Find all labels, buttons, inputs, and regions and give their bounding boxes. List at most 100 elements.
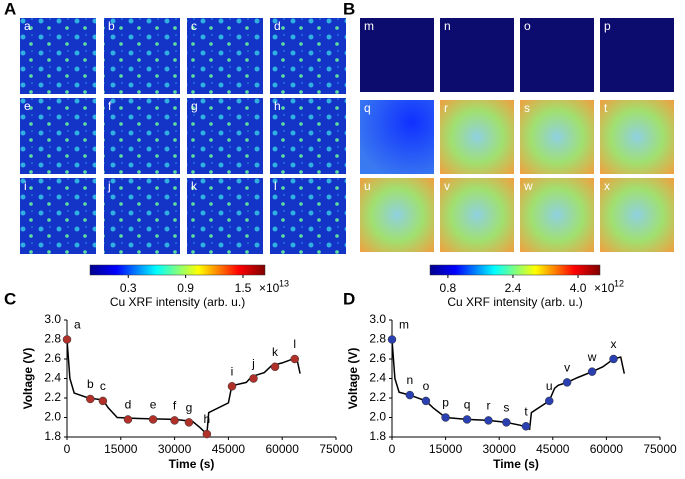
data-point (270, 362, 280, 372)
map-tile (187, 98, 263, 174)
colorbar-tick-label: 0.9 (177, 281, 194, 295)
tile-label: j (107, 179, 111, 193)
colorbar-tick-label: 4.0 (570, 281, 587, 295)
tile-label: g (191, 99, 198, 113)
tile-label: b (108, 19, 115, 33)
tile-label: o (524, 19, 531, 33)
map-tile (600, 100, 674, 174)
tile-label: a (24, 19, 31, 33)
x-tick-label: 45000 (212, 442, 246, 456)
data-point (202, 429, 212, 439)
colorbar (429, 264, 601, 276)
map-tile (360, 18, 434, 92)
y-tick-label: 1.8 (369, 429, 386, 443)
point-label: s (503, 401, 509, 415)
y-tick-label: 2.0 (44, 410, 61, 424)
colorbar-exponent: 13 (279, 278, 289, 288)
point-label: g (186, 401, 193, 415)
map-tile (440, 18, 514, 92)
point-label: o (423, 379, 430, 393)
tile-label: u (364, 179, 371, 193)
tile-label: s (524, 101, 530, 115)
y-tick-label: 2.0 (369, 410, 386, 424)
point-label: v (564, 361, 570, 375)
tile-label: x (604, 179, 610, 193)
data-point (562, 378, 572, 387)
data-point (484, 416, 493, 425)
x-tick-label: 15000 (104, 442, 138, 456)
x-axis-label: Time (s) (493, 457, 539, 471)
point-label: a (74, 318, 81, 332)
y-tick-label: 2.8 (44, 332, 61, 346)
map-tile (20, 98, 96, 174)
map-tile (20, 178, 96, 254)
point-label: i (231, 364, 234, 378)
data-point (98, 396, 108, 406)
point-label: q (464, 398, 471, 412)
tile-label: d (274, 19, 281, 33)
y-tick-label: 3.0 (369, 312, 386, 326)
y-tick-label: 2.4 (44, 371, 61, 385)
data-point (249, 374, 258, 383)
colorbar-multiplier: ×10 (259, 281, 280, 295)
data-point (502, 418, 511, 427)
tile-label: v (444, 179, 450, 193)
y-tick-label: 2.6 (369, 351, 386, 365)
point-label: t (524, 404, 528, 418)
point-label: b (87, 377, 94, 391)
colorbar-exponent: 12 (614, 278, 624, 288)
x-tick-label: 15000 (429, 442, 463, 456)
tile-label: n (444, 19, 451, 33)
point-label: k (272, 345, 279, 359)
panel-label: C (4, 289, 16, 308)
point-label: f (173, 399, 177, 413)
x-tick-label: 0 (389, 442, 396, 456)
map-tile (104, 18, 180, 94)
x-axis-label: Time (s) (169, 457, 215, 471)
map-tile (270, 18, 346, 94)
data-point (170, 416, 179, 425)
data-point (441, 413, 450, 422)
x-tick-label: 0 (64, 442, 71, 456)
panel-label: B (343, 0, 355, 18)
data-point (609, 354, 618, 364)
tile-label: l (274, 179, 277, 193)
map-tile (187, 178, 263, 254)
x-tick-label: 45000 (536, 442, 570, 456)
map-tile (104, 178, 180, 254)
map-tile (187, 18, 263, 94)
map-tile (20, 18, 96, 94)
data-point (421, 396, 431, 406)
point-label: m (399, 318, 409, 332)
data-point (405, 390, 415, 400)
colorbar-multiplier: ×10 (594, 281, 615, 295)
tile-label: p (604, 19, 611, 33)
point-label: n (407, 373, 414, 387)
point-label: l (293, 337, 296, 351)
point-label: e (150, 398, 157, 412)
point-label: p (442, 396, 449, 410)
x-tick-label: 75000 (643, 442, 677, 456)
colorbar-tick-label: 1.5 (235, 281, 252, 295)
x-tick-label: 30000 (483, 442, 517, 456)
data-point (123, 415, 133, 424)
tile-label: i (24, 179, 27, 193)
x-tick-label: 75000 (319, 442, 353, 456)
tile-label: w (523, 179, 533, 193)
map-tile (520, 18, 594, 92)
tile-label: k (191, 179, 198, 193)
colorbar-tick-label: 0.8 (440, 281, 457, 295)
y-tick-label: 2.4 (369, 371, 386, 385)
map-tile (270, 98, 346, 174)
data-point (544, 396, 554, 406)
point-label: u (546, 379, 553, 393)
map-tile (600, 18, 674, 92)
panel-label: D (343, 289, 355, 308)
map-tile (360, 178, 434, 252)
map-tile (440, 100, 514, 174)
data-point (462, 415, 472, 424)
tile-label: h (274, 99, 281, 113)
map-tile (270, 178, 346, 254)
tile-label: f (108, 99, 112, 113)
y-tick-label: 2.2 (369, 390, 386, 404)
